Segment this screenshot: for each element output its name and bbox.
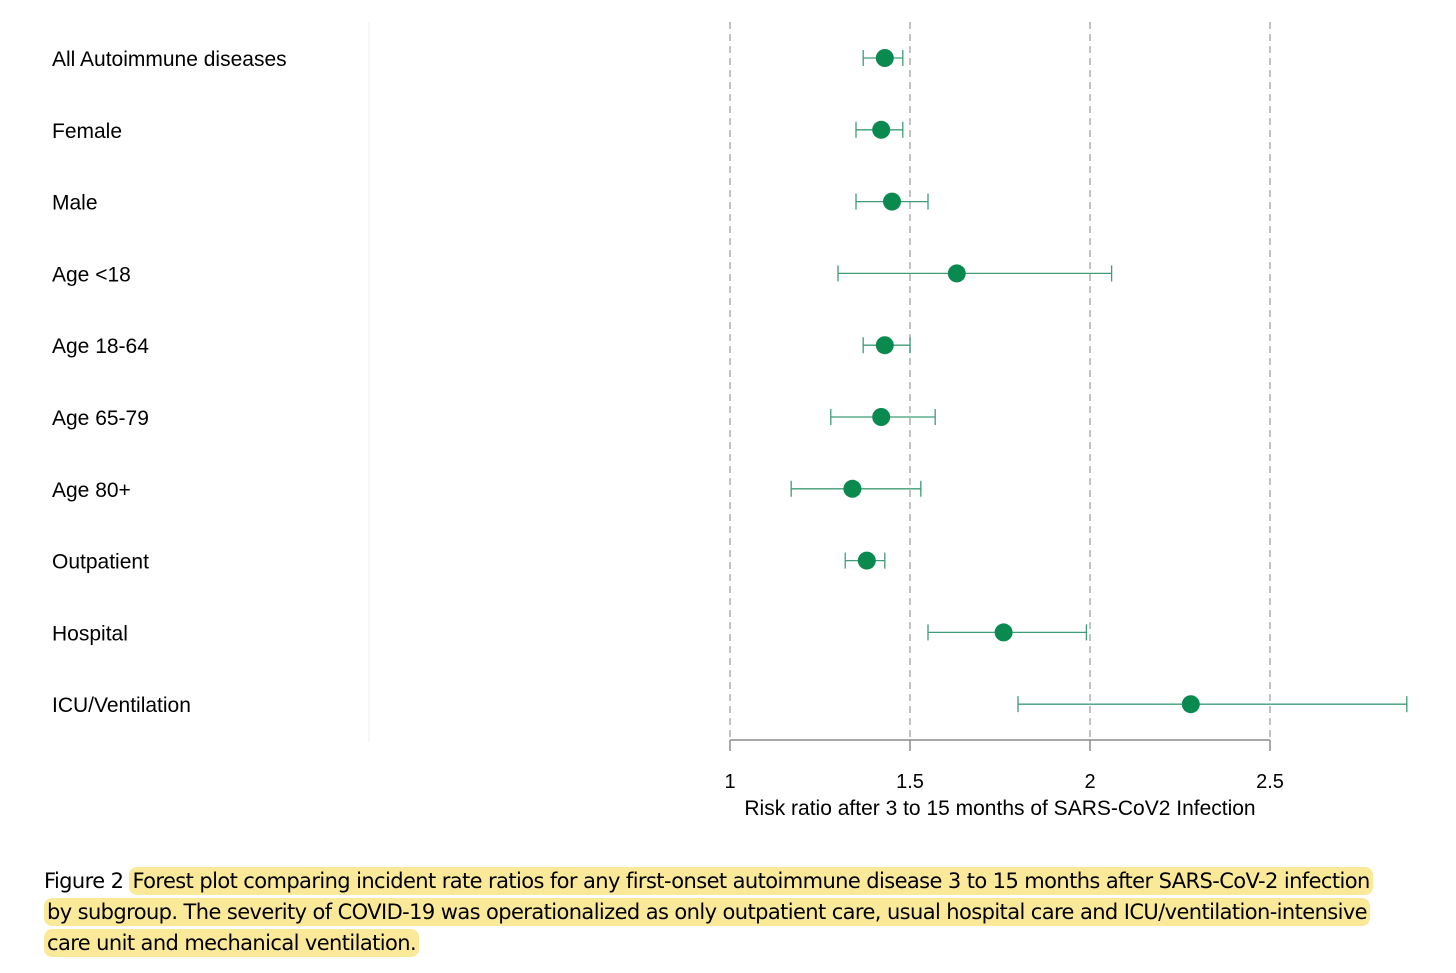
row-label: ICU/Ventilation [52,694,191,717]
estimate-marker [875,336,894,355]
forest-row: Age 18-64 [52,335,911,358]
figure-caption: Figure 2 Forest plot comparing incident … [44,866,1374,959]
row-label: Hospital [52,622,128,645]
estimate-marker [843,479,862,498]
row-label: Outpatient [52,551,149,574]
forest-row: Age <18 [52,263,1113,286]
estimate-marker [875,49,894,67]
estimate-marker [947,264,966,283]
row-label: Age 80+ [52,479,131,502]
row-label: Female [52,120,122,143]
estimate-marker [994,623,1013,642]
row-label: Male [52,192,98,215]
forest-row: Age 80+ [52,479,922,502]
row-label: Age 65-79 [52,407,149,430]
forest-plot: 1 1.5 2 2.5 All Autoimmune diseases Female Ma… [52,22,1408,820]
estimate-marker [872,120,891,139]
row-label: Age 18-64 [52,335,149,358]
rows: All Autoimmune diseases Female Male Age <18… [52,48,1408,717]
forest-row: All Autoimmune diseases [52,48,904,71]
x-axis-title: Risk ratio after 3 to 15 months of SARS-… [744,797,1255,820]
caption-text: Forest plot comparing incident rate rati… [44,867,1373,957]
forest-row: Age 65-79 [52,407,936,430]
forest-row: ICU/Ventilation [52,694,1408,717]
x-tick-label: 1 [724,771,735,793]
forest-row: Outpatient [52,551,886,574]
x-tick-label: 2.5 [1256,771,1284,793]
x-tick-label: 1.5 [896,771,924,793]
forest-row: Male [52,192,929,215]
row-label: All Autoimmune diseases [52,48,287,71]
row-label: Age <18 [52,263,131,286]
estimate-marker [1181,695,1200,714]
x-tick-label: 2 [1084,771,1095,793]
forest-row: Hospital [52,622,1088,645]
estimate-marker [872,408,891,426]
estimate-marker [883,192,901,211]
forest-row: Female [52,120,904,143]
estimate-marker [857,551,876,570]
x-axis: 1 1.5 2 2.5 [724,739,1284,793]
caption-prefix: Figure 2 [44,869,124,893]
